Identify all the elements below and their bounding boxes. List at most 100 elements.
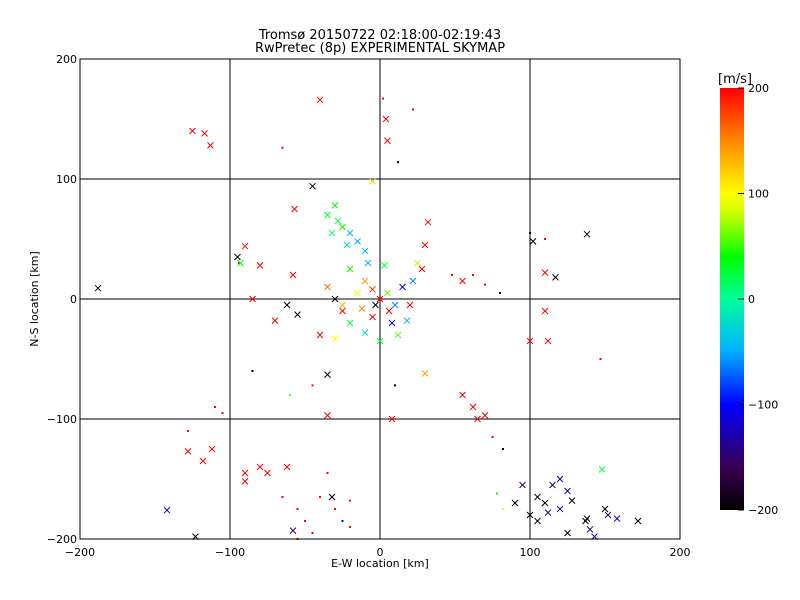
data-point-x bbox=[369, 313, 376, 321]
data-point-x bbox=[184, 448, 192, 455]
data-point-dot bbox=[496, 492, 498, 495]
data-point-x bbox=[324, 211, 331, 219]
data-point-x bbox=[241, 478, 249, 485]
data-point-x bbox=[418, 265, 426, 273]
data-point-x bbox=[294, 311, 301, 318]
data-point-x bbox=[526, 337, 534, 345]
data-point-dot bbox=[544, 238, 546, 240]
data-point-x bbox=[234, 253, 241, 261]
data-point-x bbox=[331, 295, 339, 303]
data-point-x bbox=[369, 286, 376, 293]
data-point-x bbox=[361, 247, 369, 255]
data-point-dot bbox=[502, 448, 504, 450]
data-point-x bbox=[601, 505, 609, 513]
data-point-x bbox=[382, 115, 390, 123]
data-point-dot bbox=[382, 97, 384, 100]
y-tick-label: 100 bbox=[56, 173, 77, 186]
data-point-x bbox=[409, 277, 417, 285]
y-tick-label: −200 bbox=[47, 533, 77, 546]
data-point-x bbox=[568, 497, 576, 504]
colorbar-tick-label: −200 bbox=[748, 504, 778, 517]
data-point-x bbox=[556, 505, 564, 513]
data-point-dot bbox=[491, 436, 494, 438]
x-tick-label: −100 bbox=[215, 546, 245, 559]
data-point-x bbox=[376, 337, 384, 345]
data-point-x bbox=[391, 301, 399, 309]
data-point-dot bbox=[304, 520, 306, 522]
colorbar-tick-label: 0 bbox=[748, 293, 755, 306]
data-point-x bbox=[309, 182, 316, 190]
data-point-x bbox=[331, 202, 339, 209]
colorbar-tick-label: 100 bbox=[748, 188, 769, 201]
data-point-x bbox=[534, 517, 541, 525]
data-point-x bbox=[283, 301, 291, 309]
colorbar-ticks: 200 100 0 −100 −200 bbox=[738, 82, 778, 517]
data-point-x bbox=[376, 295, 384, 303]
data-point-dot bbox=[412, 108, 414, 111]
data-point-dot bbox=[187, 430, 189, 432]
data-point-x bbox=[613, 515, 621, 522]
data-point-dot bbox=[251, 370, 254, 372]
data-point-dot bbox=[499, 292, 501, 294]
x-tick-label: 0 bbox=[377, 546, 384, 559]
data-point-x bbox=[369, 178, 376, 185]
colorbar-label: [m/s] bbox=[718, 72, 752, 87]
data-point-x bbox=[474, 415, 481, 423]
data-point-dot bbox=[311, 532, 314, 534]
data-point-x bbox=[399, 283, 406, 291]
data-point-x bbox=[424, 218, 432, 226]
data-point-x bbox=[256, 463, 264, 471]
data-point-x bbox=[414, 259, 421, 267]
data-point-x bbox=[364, 259, 372, 267]
data-point-x bbox=[459, 277, 466, 285]
data-point-dot bbox=[529, 232, 531, 234]
data-point-x bbox=[544, 509, 552, 516]
data-point-x bbox=[289, 527, 297, 534]
data-point-x bbox=[208, 445, 216, 453]
data-point-x bbox=[189, 127, 196, 135]
data-point-x bbox=[199, 457, 207, 465]
data-point-x bbox=[586, 526, 594, 533]
data-point-dot bbox=[326, 472, 329, 474]
data-point-dot bbox=[397, 161, 399, 164]
data-point-x bbox=[421, 370, 429, 377]
data-point-dot bbox=[341, 520, 344, 522]
data-point-x bbox=[316, 96, 324, 104]
data-point-x bbox=[394, 331, 402, 339]
y-tick-label: 0 bbox=[70, 293, 77, 306]
data-point-x bbox=[339, 301, 346, 309]
data-point-x bbox=[346, 265, 354, 273]
data-point-x bbox=[249, 295, 256, 303]
data-point-x bbox=[358, 305, 366, 312]
data-point-x bbox=[163, 506, 171, 514]
data-point-x bbox=[552, 274, 559, 281]
x-tick-label: −200 bbox=[65, 546, 95, 559]
colorbar-tick-label: −100 bbox=[748, 399, 778, 412]
data-point-x bbox=[549, 481, 556, 489]
data-point-x bbox=[324, 412, 331, 419]
data-point-x bbox=[283, 463, 291, 471]
chart-subtitle: RwPretec (8p) EXPERIMENTAL SKYMAP bbox=[255, 41, 505, 56]
data-point-x bbox=[346, 319, 354, 327]
data-point-x bbox=[583, 515, 591, 522]
data-point-x bbox=[316, 331, 324, 339]
data-point-x bbox=[564, 487, 571, 495]
data-point-x bbox=[564, 529, 571, 537]
data-point-x bbox=[385, 307, 393, 315]
data-point-x bbox=[343, 241, 351, 249]
data-point-x bbox=[459, 391, 466, 399]
data-point-x bbox=[481, 412, 489, 419]
data-point-x bbox=[556, 475, 564, 483]
data-point-x bbox=[207, 142, 214, 149]
data-point-x bbox=[328, 229, 336, 237]
x-tick-label: 100 bbox=[520, 546, 541, 559]
y-tick-label: −100 bbox=[47, 413, 77, 426]
y-tick-label: 200 bbox=[56, 53, 77, 66]
data-point-x bbox=[339, 223, 346, 231]
colorbar-tick-label: 200 bbox=[748, 82, 769, 95]
data-point-x bbox=[598, 466, 606, 473]
x-axis-label: E-W location [km] bbox=[331, 557, 429, 570]
data-point-dot bbox=[484, 283, 486, 286]
data-point-x bbox=[541, 307, 549, 315]
